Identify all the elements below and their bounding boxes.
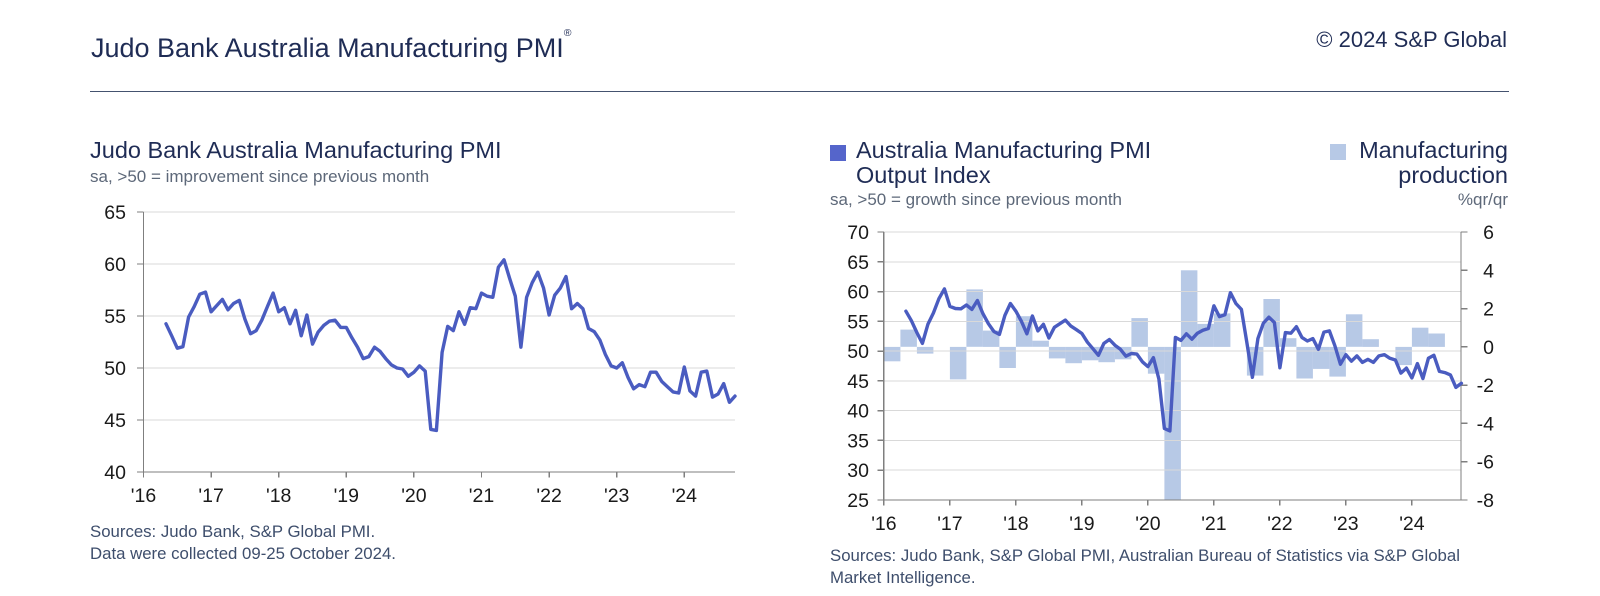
svg-text:30: 30 <box>847 460 869 482</box>
svg-text:0: 0 <box>1483 337 1494 359</box>
svg-text:70: 70 <box>847 222 869 244</box>
svg-text:60: 60 <box>104 254 126 276</box>
svg-text:50: 50 <box>104 358 126 380</box>
svg-text:35: 35 <box>847 430 869 452</box>
svg-text:'18: '18 <box>266 485 291 507</box>
svg-text:25: 25 <box>847 490 869 512</box>
svg-text:65: 65 <box>104 202 126 224</box>
svg-text:'17: '17 <box>937 513 962 535</box>
svg-text:'21: '21 <box>1201 513 1226 535</box>
svg-text:'23: '23 <box>1333 513 1358 535</box>
svg-text:-8: -8 <box>1477 490 1494 512</box>
svg-text:4: 4 <box>1483 260 1494 282</box>
svg-text:40: 40 <box>847 401 869 423</box>
svg-text:'16: '16 <box>871 513 896 535</box>
svg-text:40: 40 <box>104 462 126 484</box>
svg-text:'22: '22 <box>536 485 561 507</box>
svg-text:'16: '16 <box>131 485 156 507</box>
svg-text:6: 6 <box>1483 222 1494 244</box>
svg-text:'18: '18 <box>1003 513 1028 535</box>
svg-text:'21: '21 <box>469 485 494 507</box>
svg-text:'22: '22 <box>1267 513 1292 535</box>
svg-text:55: 55 <box>104 306 126 328</box>
svg-text:50: 50 <box>847 341 869 363</box>
svg-text:60: 60 <box>847 282 869 304</box>
svg-text:-2: -2 <box>1477 375 1494 397</box>
svg-text:65: 65 <box>847 252 869 274</box>
svg-text:'24: '24 <box>672 485 698 507</box>
svg-text:45: 45 <box>847 371 869 393</box>
svg-text:'20: '20 <box>401 485 427 507</box>
svg-text:45: 45 <box>104 410 126 432</box>
svg-text:'24: '24 <box>1399 513 1425 535</box>
svg-text:2: 2 <box>1483 299 1494 321</box>
svg-text:'17: '17 <box>198 485 223 507</box>
svg-text:55: 55 <box>847 311 869 333</box>
svg-text:'19: '19 <box>334 485 359 507</box>
svg-text:'20: '20 <box>1135 513 1161 535</box>
svg-text:-4: -4 <box>1477 413 1494 435</box>
svg-text:'23: '23 <box>604 485 629 507</box>
svg-text:-6: -6 <box>1477 452 1494 474</box>
svg-text:'19: '19 <box>1069 513 1094 535</box>
